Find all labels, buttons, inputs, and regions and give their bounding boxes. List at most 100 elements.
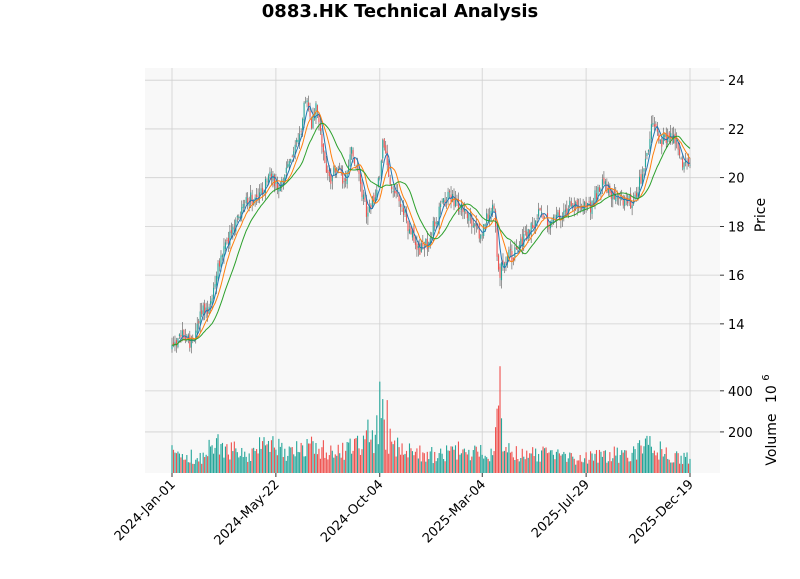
volume-bar [374, 434, 376, 473]
volume-bar [425, 461, 427, 473]
candle-body [604, 181, 606, 185]
volume-bar [561, 454, 563, 473]
candle [664, 133, 666, 142]
candle [342, 165, 344, 189]
candle-body [643, 168, 645, 172]
candle-body [512, 258, 514, 260]
volume-bar [312, 441, 314, 473]
candle-body [481, 234, 483, 236]
candle-body [402, 207, 405, 215]
candle [236, 214, 238, 223]
candle [414, 236, 416, 250]
candle-body [607, 188, 609, 193]
candle-body [395, 190, 397, 194]
price-axis-label: Price [753, 198, 769, 232]
volume-bar [560, 455, 562, 473]
volume-tick-label: 200 [728, 426, 753, 441]
candle [351, 146, 353, 160]
candle [524, 226, 526, 236]
candle-body [397, 190, 399, 191]
volume-bar [293, 454, 295, 473]
candle-body [624, 197, 626, 207]
candle-body [199, 311, 201, 324]
candle-body [499, 266, 501, 278]
volume-bar [257, 453, 259, 473]
volume-bar [682, 463, 684, 473]
candle-body [644, 158, 647, 167]
volume-bar [502, 451, 504, 473]
candle-body [285, 167, 287, 174]
candle-body [646, 152, 648, 156]
candle-body [653, 124, 655, 127]
candle [198, 318, 200, 330]
candle [388, 159, 390, 177]
volume-bar [429, 451, 431, 473]
volume-bar [437, 458, 439, 473]
candle [325, 155, 327, 174]
candle [518, 241, 520, 254]
volume-bar [183, 459, 185, 473]
volume-bar [373, 453, 375, 473]
volume-bar [569, 452, 571, 473]
volume-bar [207, 456, 209, 473]
candle [349, 147, 351, 167]
volume-bar [536, 461, 538, 473]
volume-bar [223, 457, 225, 473]
volume-bar [420, 461, 422, 473]
volume-bar [342, 442, 344, 473]
candle-body [365, 200, 367, 217]
candle-body [190, 338, 192, 348]
volume-bar [457, 441, 460, 473]
candle-body [441, 200, 443, 203]
candle-body [284, 174, 286, 183]
volume-bar [359, 454, 362, 473]
volume-bar [391, 441, 393, 473]
volume-bar [177, 451, 179, 473]
volume-bar [392, 444, 394, 473]
candle-body [435, 222, 437, 224]
x-tick-label: 2025-Jul-29 [529, 477, 593, 541]
volume-bar [251, 448, 253, 473]
volume-bar [631, 452, 633, 473]
candle-body [631, 205, 633, 209]
candle [235, 217, 237, 236]
candle-body [210, 301, 212, 305]
candle-body [686, 160, 688, 162]
candle [189, 330, 191, 352]
candle-body [398, 192, 400, 202]
candle [290, 158, 292, 164]
volume-bar [486, 457, 488, 473]
volume-bar [196, 458, 198, 473]
volume-bar [303, 456, 305, 473]
candle [490, 207, 492, 222]
volume-bar [514, 460, 516, 473]
svg-text:Volume 10 6: Volume 10 6 [761, 374, 780, 465]
volume-bar [627, 457, 629, 473]
candle [493, 203, 495, 212]
volume-bar [397, 437, 399, 473]
candle-body [330, 173, 332, 184]
volume-bar [478, 456, 480, 473]
candle-body [463, 208, 465, 212]
volume-bar [238, 457, 240, 473]
volume-bar [684, 456, 687, 473]
price-tick-label: 22 [728, 123, 745, 138]
volume-bar [499, 366, 501, 473]
candle [254, 194, 256, 207]
volume-bar [673, 462, 675, 473]
candle-body [496, 227, 498, 257]
candle [601, 174, 603, 195]
candle-body [272, 173, 274, 181]
candle-body [195, 330, 197, 339]
candle [682, 153, 684, 171]
volume-bar [641, 453, 644, 473]
volume-bar [526, 450, 528, 473]
candle [665, 127, 667, 149]
candle [324, 150, 326, 164]
volume-bar [410, 448, 412, 473]
volume-bar [622, 452, 624, 473]
candle-body [665, 133, 667, 143]
volume-bar [380, 418, 382, 473]
volume-bar [365, 430, 367, 473]
volume-bar [264, 445, 267, 473]
